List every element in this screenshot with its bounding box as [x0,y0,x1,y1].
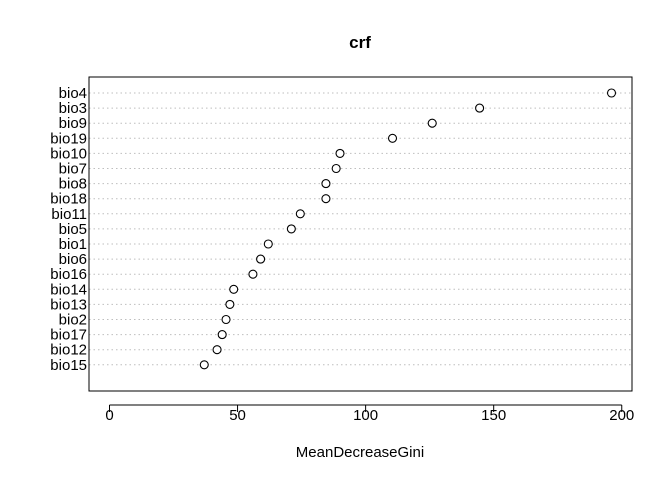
x-axis: 0 50 100 150 200 [105,404,634,424]
category-label: bio18 [50,191,87,208]
x-axis-label: MeanDecreaseGini [296,444,424,461]
category-label: bio3 [59,100,87,117]
category-label: bio8 [59,176,87,193]
x-tick-label: 150 [481,407,506,424]
category-label: bio9 [59,115,87,132]
data-point [321,179,331,189]
category-label: bio12 [50,342,87,359]
data-point [263,239,273,249]
x-tick-label: 0 [105,407,113,424]
category-label: bio15 [50,357,87,374]
category-label: bio16 [50,266,87,283]
data-point [321,194,331,204]
x-tick-label: 100 [353,407,378,424]
data-point [606,88,617,98]
category-label: bio19 [50,130,87,147]
data-point [335,148,345,158]
x-tick-label: 50 [229,407,246,424]
data-points [199,88,617,370]
category-label: bio5 [59,221,87,238]
data-point [229,284,239,294]
category-label: bio1 [59,236,87,253]
data-point [248,269,258,279]
x-tick-label: 200 [609,407,634,424]
grid-lines [89,92,632,366]
data-point [199,360,209,370]
data-point [475,103,485,113]
category-label: bio7 [59,161,87,178]
data-point [427,118,437,128]
plot-frame [88,76,633,392]
category-label: bio6 [59,251,87,268]
category-label: bio10 [50,145,87,162]
data-point [286,224,296,234]
data-point [225,299,235,309]
category-label: bio13 [50,296,87,313]
data-point [387,133,398,143]
category-label: bio17 [50,327,87,344]
category-label: bio4 [59,85,87,102]
category-label: bio11 [51,206,87,223]
data-point [221,314,231,325]
category-label: bio14 [50,281,87,298]
data-point [331,163,341,174]
data-point [256,254,266,264]
data-point [212,345,222,355]
category-label: bio2 [59,312,87,329]
data-point [295,209,305,219]
chart-title: crf [349,33,371,52]
data-point [217,330,227,340]
y-axis-labels: bio4bio3bio9bio19bio10bio7bio8bio18bio11… [50,85,87,374]
